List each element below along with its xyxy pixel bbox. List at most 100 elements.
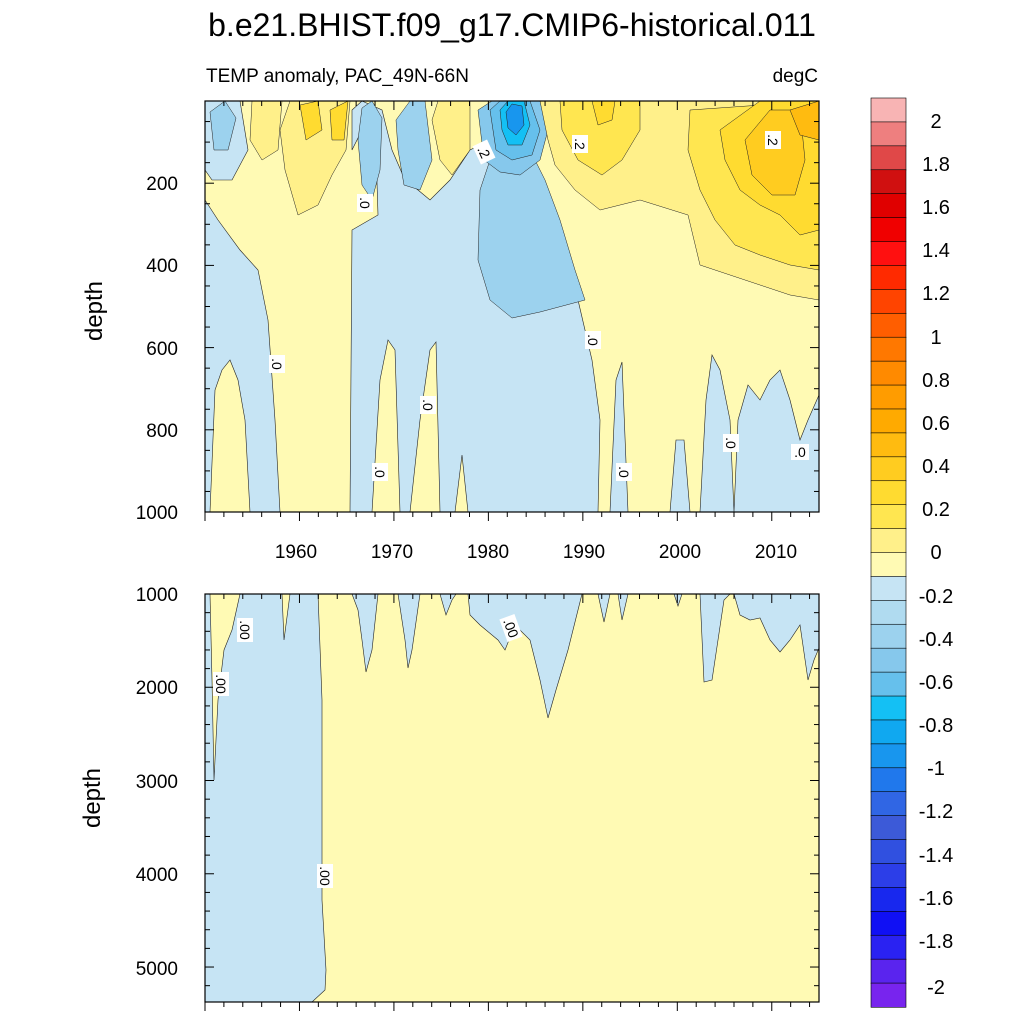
colorbar-label: -0.8 xyxy=(919,715,953,737)
lower-negative-region xyxy=(397,594,421,669)
colorbar-swatch xyxy=(870,312,907,338)
colorbar-swatch xyxy=(870,241,907,267)
colorbar xyxy=(870,97,907,1008)
colorbar-swatch xyxy=(870,97,907,123)
colorbar-swatch xyxy=(870,145,907,171)
contour-label: .00 xyxy=(237,620,253,640)
x-tick-label: 1960 xyxy=(275,542,317,563)
colorbar-label: 0.4 xyxy=(922,456,950,478)
lower-ticks xyxy=(204,593,819,1011)
colorbar-swatch xyxy=(870,169,907,195)
colorbar-swatch xyxy=(870,408,907,434)
colorbar-label: 0.2 xyxy=(922,499,950,521)
contour-label: .0 xyxy=(372,466,388,478)
colorbar-swatch xyxy=(870,480,907,506)
colorbar-swatch xyxy=(870,791,907,817)
lower-negative-region xyxy=(439,594,457,616)
lower-y-axis-label: depth xyxy=(79,768,106,828)
colorbar-label: -1 xyxy=(927,758,945,780)
colorbar-swatch xyxy=(870,863,907,888)
colorbar-label: -1.4 xyxy=(919,845,953,867)
upper-ticks xyxy=(204,100,819,521)
lower-negative-region xyxy=(617,594,629,621)
upper-positive-region xyxy=(591,101,616,126)
contour-label: .2 xyxy=(572,138,588,150)
colorbar-swatch xyxy=(870,767,907,793)
colorbar-swatch xyxy=(870,384,907,410)
lower-negative-region xyxy=(699,594,731,683)
colorbar-label: -0.4 xyxy=(919,629,953,651)
colorbar-label: -1.8 xyxy=(919,931,953,953)
contour-label: .0 xyxy=(723,437,739,449)
upper-panel: 200 400 600 800 1000 depth 1960 1970 198… xyxy=(81,100,820,563)
colorbar-label: 1 xyxy=(930,327,941,349)
colorbar-label: 1.2 xyxy=(922,283,950,305)
colorbar-label: 1.4 xyxy=(922,240,950,262)
upper-negative-core xyxy=(209,101,237,151)
lower-y-tick-label: 1000 xyxy=(136,585,178,606)
colorbar-swatch xyxy=(870,600,907,625)
upper-y-axis-label: depth xyxy=(81,281,108,341)
colorbar-swatch xyxy=(870,934,907,960)
x-tick-label: 1990 xyxy=(563,542,605,563)
upper-y-tick-label: 800 xyxy=(146,421,178,442)
contour-label: .0 xyxy=(420,399,436,411)
upper-negative-region xyxy=(205,199,281,512)
colorbar-swatch xyxy=(870,432,907,458)
colorbar-swatch xyxy=(870,719,907,745)
upper-positive-region xyxy=(744,109,806,196)
colorbar-swatch xyxy=(870,289,907,314)
colorbar-label: 0 xyxy=(930,542,941,564)
upper-positive-region xyxy=(431,101,471,176)
x-tick-label: 1970 xyxy=(371,542,413,563)
colorbar-swatch xyxy=(870,504,907,530)
lower-y-tick-label: 3000 xyxy=(136,772,178,793)
chart-title: b.e21.BHIST.f09_g17.CMIP6-historical.011 xyxy=(208,7,816,43)
colorbar-swatch xyxy=(870,839,907,865)
lower-contour-field xyxy=(205,594,819,1002)
colorbar-swatch xyxy=(870,456,907,482)
colorbar-label: -1.2 xyxy=(919,801,953,823)
lower-negative-region xyxy=(345,594,379,673)
colorbar-label: 0.8 xyxy=(922,370,950,392)
colorbar-swatch xyxy=(870,958,907,984)
colorbar-label: 1.8 xyxy=(922,154,950,176)
colorbar-swatch xyxy=(870,528,907,554)
colorbar-swatch xyxy=(870,671,907,697)
upper-y-tick-label: 600 xyxy=(146,339,178,360)
lower-negative-region xyxy=(597,594,611,623)
colorbar-swatch xyxy=(870,982,907,1008)
colorbar-swatch xyxy=(870,121,907,147)
x-tick-label: 2010 xyxy=(755,542,797,563)
x-tick-label: 2000 xyxy=(659,542,701,563)
lower-y-tick-label: 4000 xyxy=(136,865,178,886)
x-tick-label: 1980 xyxy=(467,542,509,563)
chart-units: degC xyxy=(773,66,818,87)
lower-y-tick-label: 2000 xyxy=(136,678,178,699)
colorbar-label: -0.2 xyxy=(919,586,953,608)
colorbar-swatch xyxy=(870,695,907,721)
contour-label: .0 xyxy=(794,444,806,460)
colorbar-swatch xyxy=(870,265,907,290)
colorbar-swatch xyxy=(870,217,907,243)
colorbar-swatch xyxy=(870,193,907,219)
colorbar-label: 1.6 xyxy=(922,197,950,219)
lower-y-tick-label: 5000 xyxy=(136,959,178,980)
colorbar-labels: 2 1.8 1.6 1.4 1.2 1 0.8 0.6 0.4 0.2 0 -0… xyxy=(919,111,953,999)
contour-label: .0 xyxy=(585,334,601,346)
colorbar-swatch xyxy=(870,552,907,578)
contour-label: .2 xyxy=(765,134,781,146)
chart-subtitle-left: TEMP anomaly, PAC_49N-66N xyxy=(206,66,469,87)
upper-negative-core xyxy=(395,101,433,191)
upper-positive-region xyxy=(249,101,283,161)
colorbar-swatch xyxy=(870,336,907,362)
contour-label: .00 xyxy=(500,616,522,640)
colorbar-label: 2 xyxy=(930,111,941,133)
contour-label: .0 xyxy=(269,358,285,370)
lower-negative-region xyxy=(205,594,327,1002)
upper-contour-labels: .0 .2 .0 .2 .0 .2 .0 .0 .0 .0 .0 xyxy=(269,131,809,481)
contour-label: .0 xyxy=(357,197,373,209)
contour-label: .00 xyxy=(213,674,229,694)
lower-negative-region xyxy=(733,594,819,681)
